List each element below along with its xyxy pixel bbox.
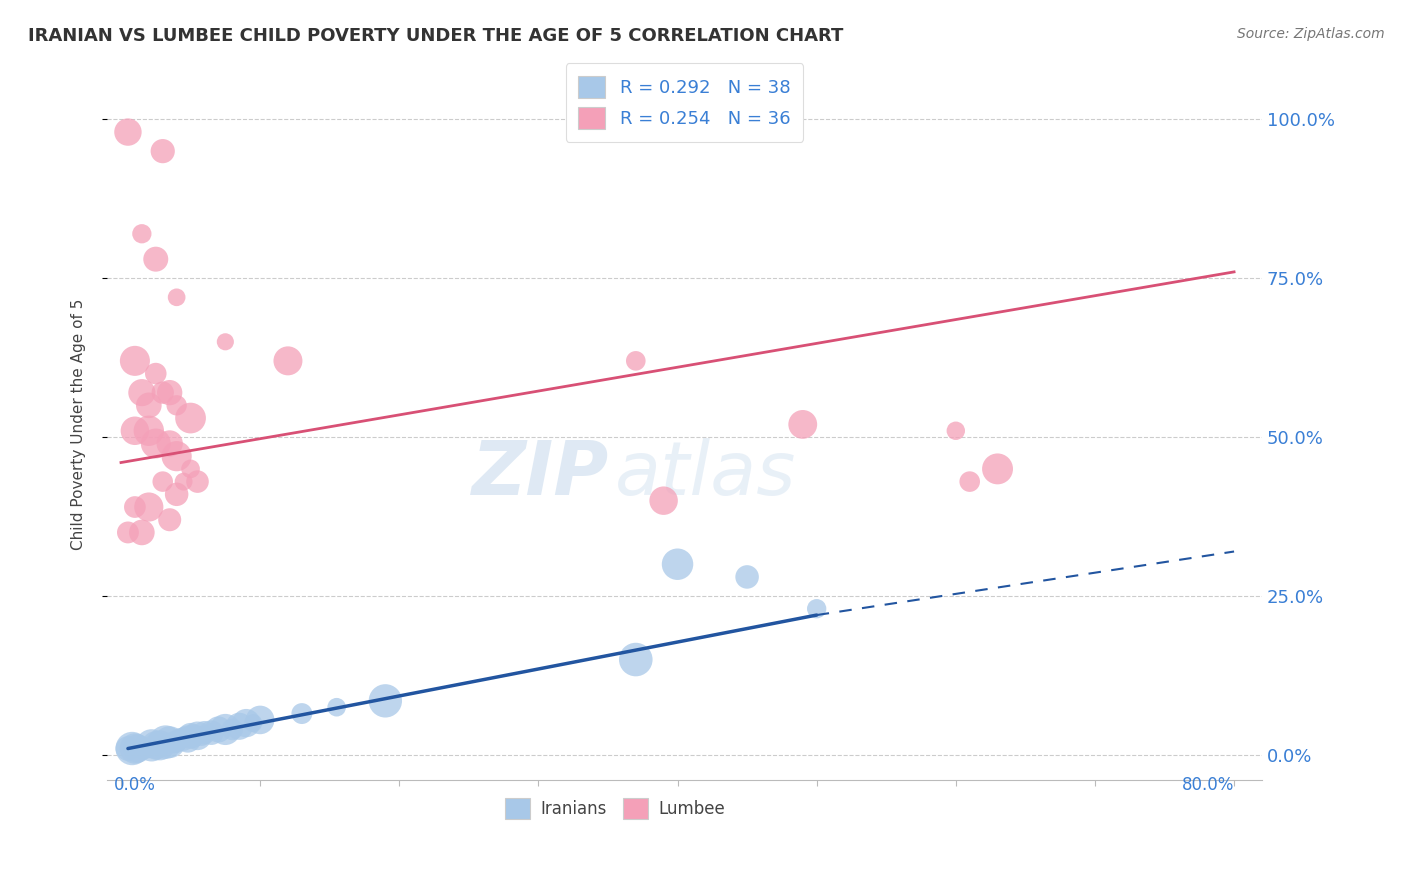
Point [163,735,186,749]
Point [221,723,243,737]
Point [242,716,264,731]
Point [173,475,195,489]
Point [190,729,212,743]
Point [131,741,153,756]
Point [214,334,236,349]
Point [166,487,188,501]
Point [652,493,675,508]
Point [152,144,174,158]
Point [173,731,195,746]
Point [214,723,236,737]
Point [291,706,314,721]
Point [145,367,167,381]
Point [166,290,188,304]
Point [138,741,160,756]
Point [986,462,1008,476]
Point [138,424,160,438]
Y-axis label: Child Poverty Under the Age of 5: Child Poverty Under the Age of 5 [72,299,86,550]
Point [124,424,146,438]
Point [117,741,139,756]
Point [249,713,271,727]
Point [138,398,160,412]
Point [277,354,299,368]
Point [117,525,139,540]
Point [152,475,174,489]
Point [159,513,181,527]
Point [945,424,967,438]
Point [159,436,181,450]
Point [180,729,202,743]
Point [666,558,689,572]
Point [124,500,146,514]
Point [792,417,814,432]
Point [180,462,202,476]
Point [186,729,208,743]
Point [325,700,347,714]
Point [145,252,167,267]
Point [152,385,174,400]
Point [193,725,215,739]
Point [959,475,981,489]
Text: ZIP: ZIP [472,438,609,511]
Text: atlas: atlas [616,438,797,510]
Point [127,741,149,756]
Point [183,729,205,743]
Point [117,125,139,139]
Point [141,739,163,753]
Point [135,741,157,756]
Point [735,570,758,584]
Point [806,601,828,615]
Legend: Iranians, Lumbee: Iranians, Lumbee [499,792,731,825]
Point [235,716,257,731]
Point [131,525,153,540]
Point [374,694,396,708]
Point [166,449,188,463]
Text: 80.0%: 80.0% [1181,776,1234,794]
Point [159,385,181,400]
Point [624,354,647,368]
Point [121,741,143,756]
Point [180,411,202,425]
Point [131,227,153,241]
Point [138,500,160,514]
Point [166,735,188,749]
Point [169,731,191,746]
Point [131,385,153,400]
Point [155,735,177,749]
Point [145,436,167,450]
Point [149,739,172,753]
Text: IRANIAN VS LUMBEE CHILD POVERTY UNDER THE AGE OF 5 CORRELATION CHART: IRANIAN VS LUMBEE CHILD POVERTY UNDER TH… [28,27,844,45]
Point [186,475,208,489]
Text: 0.0%: 0.0% [114,776,156,794]
Point [166,398,188,412]
Point [124,354,146,368]
Point [200,725,222,739]
Point [145,739,167,753]
Point [177,731,200,746]
Point [228,719,250,733]
Point [159,735,181,749]
Point [207,723,229,737]
Point [124,741,146,756]
Text: Source: ZipAtlas.com: Source: ZipAtlas.com [1237,27,1385,41]
Point [624,652,647,666]
Point [152,735,174,749]
